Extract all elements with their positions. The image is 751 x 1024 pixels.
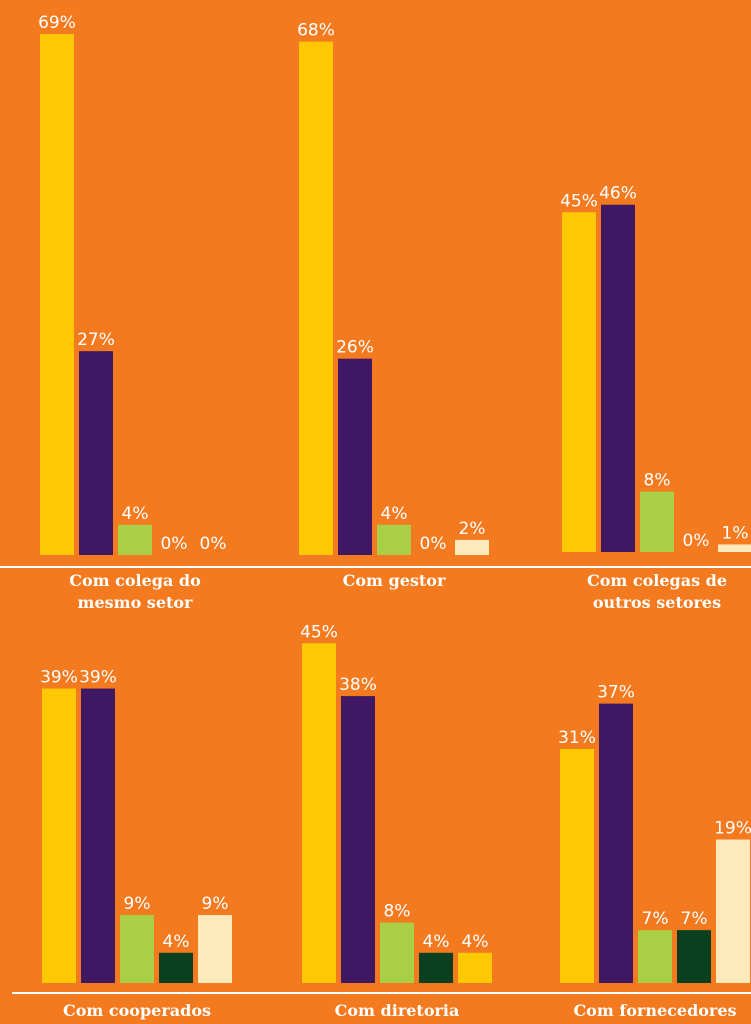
- value-label: 19%: [714, 819, 751, 839]
- value-label: 9%: [124, 894, 151, 914]
- bar: [601, 204, 635, 552]
- value-label: 7%: [642, 909, 669, 929]
- bar: [638, 930, 672, 983]
- panel-title: Com colegas de outros setores: [586, 571, 728, 612]
- bar: [455, 539, 489, 555]
- value-label: 2%: [459, 519, 486, 539]
- panel-title: Com fornecedores: [573, 1001, 737, 1020]
- panel-title: Com cooperados: [62, 1001, 212, 1020]
- value-label: 38%: [339, 675, 377, 695]
- bar: [159, 952, 193, 983]
- value-label: 39%: [79, 668, 117, 688]
- value-label: 45%: [560, 191, 598, 211]
- bar: [677, 930, 711, 983]
- bar: [42, 688, 76, 983]
- bar: [560, 748, 594, 983]
- panel-title: Com diretoria: [334, 1001, 460, 1020]
- bar: [377, 524, 411, 555]
- value-label: 4%: [462, 932, 489, 952]
- value-label: 27%: [77, 330, 115, 350]
- value-label: 4%: [423, 932, 450, 952]
- bar: [198, 915, 232, 983]
- value-label: 8%: [384, 902, 411, 922]
- bar: [79, 351, 113, 555]
- bar: [599, 703, 633, 983]
- value-label: 69%: [38, 13, 76, 33]
- value-label: 45%: [300, 622, 338, 642]
- bar: [640, 491, 674, 552]
- value-label: 4%: [381, 504, 408, 524]
- value-label: 68%: [297, 21, 335, 41]
- bar: [458, 952, 492, 983]
- bar: [40, 34, 74, 556]
- bar: [120, 915, 154, 983]
- value-label: 0%: [683, 531, 710, 551]
- bar: [118, 524, 152, 555]
- value-label: 1%: [722, 523, 749, 543]
- value-label: 0%: [420, 534, 447, 554]
- bar: [341, 696, 375, 983]
- bar: [562, 212, 596, 552]
- bar: [338, 358, 372, 555]
- value-label: 26%: [336, 338, 374, 358]
- bar: [81, 688, 115, 983]
- value-label: 46%: [599, 184, 637, 204]
- bar: [716, 839, 750, 983]
- bar: [718, 544, 751, 552]
- panel-title: Com colega do mesmo setor: [69, 571, 201, 612]
- value-label: 4%: [163, 932, 190, 952]
- value-label: 8%: [644, 471, 671, 491]
- value-label: 39%: [40, 668, 78, 688]
- value-label: 0%: [200, 534, 227, 554]
- bar: [302, 643, 336, 983]
- panel-title: Com gestor: [342, 571, 446, 590]
- value-label: 9%: [202, 894, 229, 914]
- value-label: 0%: [161, 534, 188, 554]
- bar: [419, 952, 453, 983]
- bar: [380, 922, 414, 983]
- value-label: 31%: [558, 728, 596, 748]
- value-label: 4%: [122, 504, 149, 524]
- bar: [299, 41, 333, 556]
- value-label: 7%: [681, 909, 708, 929]
- value-label: 37%: [597, 683, 635, 703]
